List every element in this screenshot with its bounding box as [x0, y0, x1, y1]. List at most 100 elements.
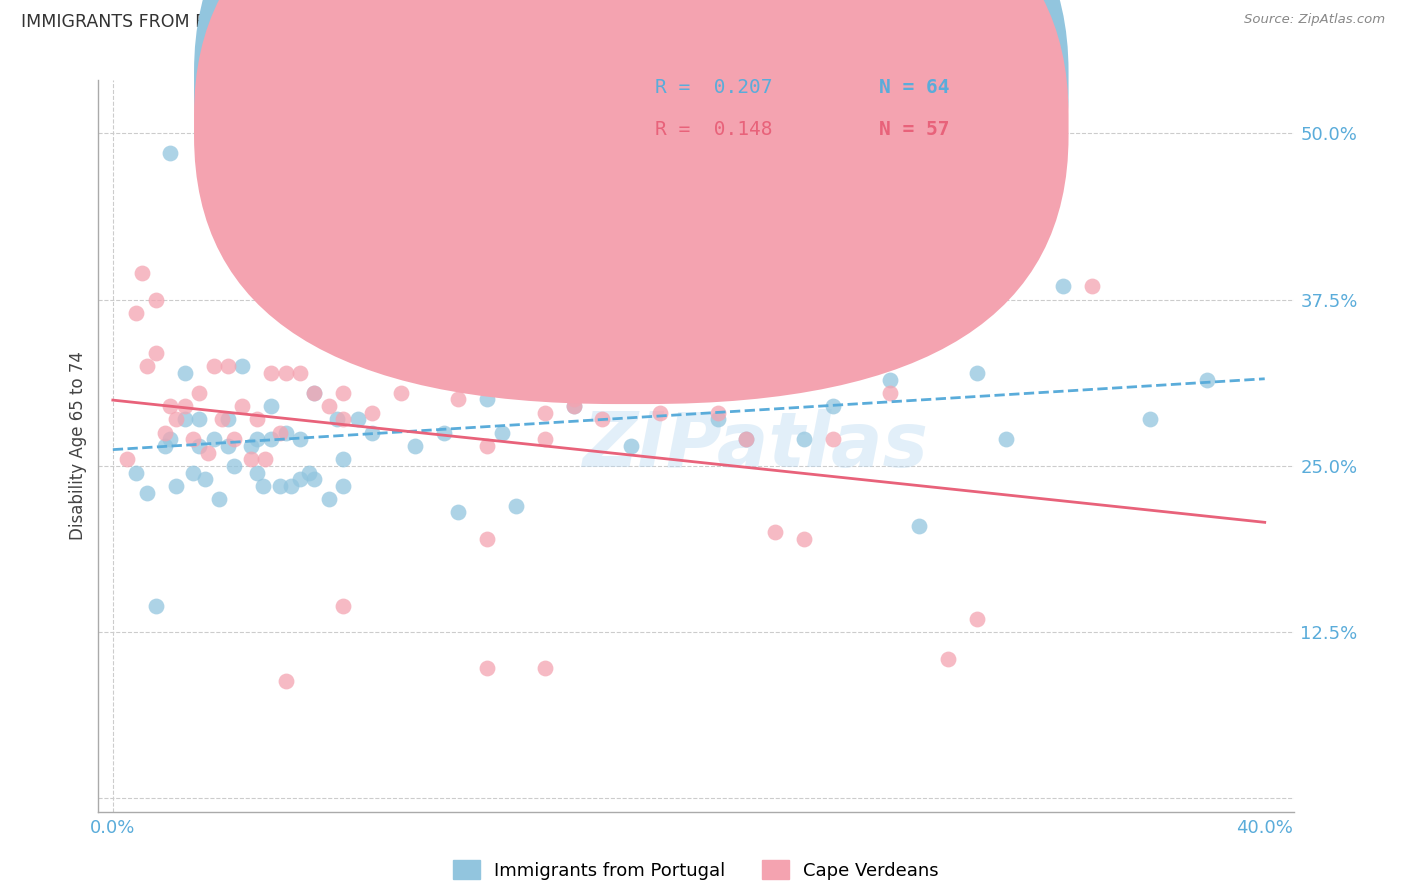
- Point: [274, 674, 297, 689]
- Text: R =  0.207: R = 0.207: [655, 78, 773, 97]
- Point: [477, 532, 499, 546]
- Point: [188, 385, 211, 400]
- Point: [153, 439, 176, 453]
- Point: [533, 661, 555, 675]
- Point: [620, 379, 643, 393]
- Point: [678, 385, 700, 400]
- Point: [447, 392, 470, 407]
- Point: [332, 599, 354, 613]
- Point: [533, 406, 555, 420]
- Point: [389, 312, 412, 326]
- Point: [706, 412, 728, 426]
- Point: [491, 425, 513, 440]
- Point: [375, 319, 398, 334]
- Point: [217, 412, 239, 426]
- Point: [361, 425, 384, 440]
- Point: [332, 412, 354, 426]
- Text: IMMIGRANTS FROM PORTUGAL VS CAPE VERDEAN DISABILITY AGE 65 TO 74 CORRELATION CHA: IMMIGRANTS FROM PORTUGAL VS CAPE VERDEAN…: [21, 13, 879, 31]
- Text: R =  0.148: R = 0.148: [655, 120, 773, 139]
- Point: [763, 525, 786, 540]
- Point: [280, 479, 302, 493]
- Point: [332, 452, 354, 467]
- Point: [231, 399, 253, 413]
- Point: [125, 466, 148, 480]
- Point: [194, 472, 217, 486]
- Text: N = 57: N = 57: [879, 120, 949, 139]
- Point: [231, 359, 253, 374]
- Point: [447, 506, 470, 520]
- Point: [1052, 279, 1074, 293]
- Point: [361, 406, 384, 420]
- Point: [908, 518, 931, 533]
- Point: [288, 366, 311, 380]
- Point: [562, 399, 585, 413]
- Point: [591, 412, 613, 426]
- Y-axis label: Disability Age 65 to 74: Disability Age 65 to 74: [69, 351, 87, 541]
- Point: [505, 499, 527, 513]
- Point: [159, 146, 181, 161]
- Text: N = 64: N = 64: [879, 78, 949, 97]
- Point: [879, 372, 901, 386]
- Point: [208, 492, 231, 507]
- Point: [240, 452, 263, 467]
- Point: [735, 433, 758, 447]
- Point: [246, 433, 269, 447]
- Point: [533, 433, 555, 447]
- Point: [222, 433, 245, 447]
- Point: [173, 412, 195, 426]
- Point: [1081, 279, 1104, 293]
- Text: ZIPatlas: ZIPatlas: [582, 409, 929, 483]
- Point: [821, 399, 844, 413]
- Point: [260, 399, 283, 413]
- Point: [562, 399, 585, 413]
- Point: [145, 599, 167, 613]
- Point: [678, 379, 700, 393]
- Point: [202, 359, 225, 374]
- Point: [145, 346, 167, 360]
- Point: [260, 433, 283, 447]
- Point: [735, 433, 758, 447]
- Point: [879, 385, 901, 400]
- Point: [165, 412, 187, 426]
- Point: [346, 412, 368, 426]
- Point: [269, 479, 291, 493]
- Point: [115, 452, 138, 467]
- Point: [936, 652, 959, 666]
- Point: [318, 399, 340, 413]
- Point: [188, 412, 211, 426]
- Point: [217, 359, 239, 374]
- Point: [197, 445, 219, 459]
- Point: [966, 366, 988, 380]
- Point: [304, 472, 326, 486]
- Point: [793, 433, 815, 447]
- Point: [419, 359, 441, 374]
- Point: [173, 366, 195, 380]
- Point: [145, 293, 167, 307]
- Point: [389, 385, 412, 400]
- Point: [304, 385, 326, 400]
- Point: [136, 485, 159, 500]
- Point: [246, 412, 269, 426]
- Point: [173, 399, 195, 413]
- Point: [131, 266, 153, 280]
- Point: [477, 661, 499, 675]
- Point: [620, 439, 643, 453]
- Point: [706, 406, 728, 420]
- Point: [648, 406, 671, 420]
- Point: [269, 425, 291, 440]
- Point: [1139, 412, 1161, 426]
- Point: [211, 412, 233, 426]
- Point: [240, 439, 263, 453]
- Point: [332, 479, 354, 493]
- Point: [252, 479, 274, 493]
- Point: [274, 425, 297, 440]
- Point: [821, 433, 844, 447]
- Legend: Immigrants from Portugal, Cape Verdeans: Immigrants from Portugal, Cape Verdeans: [446, 853, 946, 887]
- Point: [648, 333, 671, 347]
- Point: [274, 366, 297, 380]
- Point: [188, 439, 211, 453]
- Point: [153, 425, 176, 440]
- Point: [202, 433, 225, 447]
- Text: Source: ZipAtlas.com: Source: ZipAtlas.com: [1244, 13, 1385, 27]
- Point: [246, 466, 269, 480]
